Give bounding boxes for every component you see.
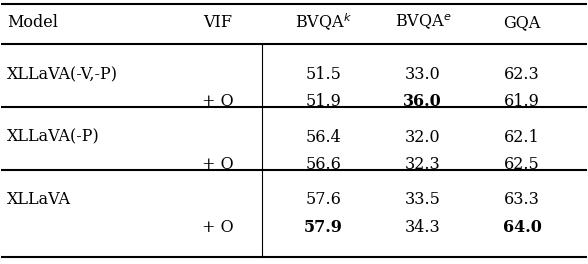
Text: 32.3: 32.3: [405, 156, 440, 173]
Text: 33.5: 33.5: [405, 191, 440, 208]
Text: 51.5: 51.5: [305, 66, 341, 83]
Text: 36.0: 36.0: [403, 93, 442, 110]
Text: 33.0: 33.0: [405, 66, 440, 83]
Text: 62.1: 62.1: [505, 129, 540, 146]
Text: 64.0: 64.0: [503, 219, 542, 236]
Text: 34.3: 34.3: [405, 219, 440, 236]
Text: Model: Model: [7, 14, 58, 31]
Text: 63.3: 63.3: [505, 191, 540, 208]
Text: 62.3: 62.3: [505, 66, 540, 83]
Text: XLLaVA: XLLaVA: [7, 191, 71, 208]
Text: 57.6: 57.6: [305, 191, 341, 208]
Text: 57.9: 57.9: [304, 219, 343, 236]
Text: + O: + O: [202, 219, 234, 236]
Text: + O: + O: [202, 93, 234, 110]
Text: + O: + O: [202, 156, 234, 173]
Text: 32.0: 32.0: [405, 129, 440, 146]
Text: BVQA$^e$: BVQA$^e$: [395, 13, 451, 32]
Text: VIF: VIF: [203, 14, 232, 31]
Text: 62.5: 62.5: [505, 156, 540, 173]
Text: BVQA$^k$: BVQA$^k$: [295, 12, 352, 33]
Text: XLLaVA(-P): XLLaVA(-P): [7, 129, 100, 146]
Text: 56.6: 56.6: [305, 156, 341, 173]
Text: 56.4: 56.4: [305, 129, 341, 146]
Text: GQA: GQA: [503, 14, 541, 31]
Text: XLLaVA(-V,-P): XLLaVA(-V,-P): [7, 66, 118, 83]
Text: 61.9: 61.9: [505, 93, 540, 110]
Text: 51.9: 51.9: [305, 93, 341, 110]
